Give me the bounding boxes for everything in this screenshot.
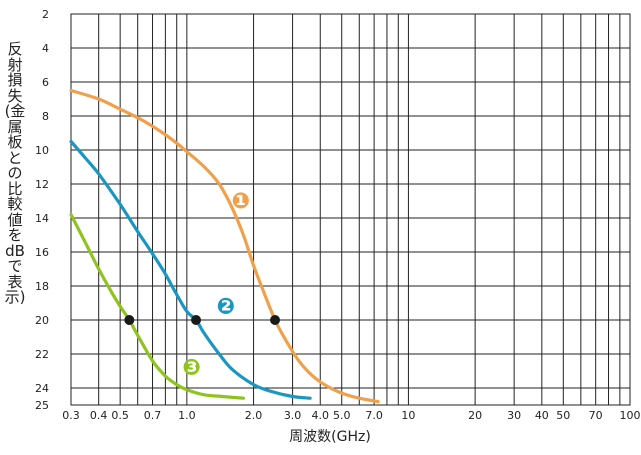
x-tick-label: 3.0 (284, 409, 302, 422)
x-tick-label: 10 (401, 409, 415, 422)
marker-layer (124, 315, 281, 325)
y-tick-label: 22 (35, 348, 49, 361)
series-line-3 (69, 213, 245, 400)
y-tick-label: 24 (35, 382, 49, 395)
x-tick-label: 0.5 (111, 409, 129, 422)
x-tick-label: 2.0 (245, 409, 263, 422)
y-tick-label: 6 (42, 76, 49, 89)
series-label-2: ❷ (217, 294, 236, 319)
x-tick-label: 70 (589, 409, 603, 422)
series-label-3: ❸ (182, 356, 201, 381)
x-tick-label: 4.0 (312, 409, 330, 422)
y-tick-label: 4 (42, 42, 49, 55)
y-tick-label: 20 (35, 314, 49, 327)
y-axis-label: 反射損失(金属板との比較値をdBで表示) (4, 40, 26, 306)
annotation-layer: ❶ ❷ ❸ (182, 189, 250, 381)
y-tick-label: 14 (35, 212, 49, 225)
series-layer (69, 88, 380, 404)
x-tick-label: 7.0 (365, 409, 383, 422)
x-tick-label: 50 (556, 409, 570, 422)
data-point-marker (191, 315, 202, 325)
series-line-2 (69, 139, 312, 400)
y-tick-label: 25 (35, 399, 49, 412)
y-tick-label: 18 (35, 280, 49, 293)
x-tick-label: 40 (535, 409, 549, 422)
series-label-1: ❶ (231, 189, 250, 214)
plot-frame (70, 13, 631, 406)
x-tick-label: 20 (468, 409, 482, 422)
x-tick-label: 30 (507, 409, 521, 422)
x-tick-label: 0.3 (62, 409, 80, 422)
x-tick-label: 0.4 (90, 409, 108, 422)
y-tick-label: 8 (42, 110, 49, 123)
x-tick-label: 5.0 (333, 409, 351, 422)
x-tick-label: 0.7 (144, 409, 162, 422)
x-tick-label: 1.0 (178, 409, 196, 422)
x-tick-label: 100 (620, 409, 641, 422)
data-point-marker (124, 315, 135, 325)
series-line-1 (69, 88, 380, 404)
x-axis-label: 周波数(GHz) (289, 429, 371, 445)
y-tick-label: 2 (42, 8, 49, 21)
grid-layer (70, 13, 631, 406)
y-tick-label: 12 (35, 178, 49, 191)
y-tick-label: 16 (35, 246, 49, 259)
y-tick-label: 10 (35, 144, 49, 157)
data-point-marker (270, 315, 281, 325)
